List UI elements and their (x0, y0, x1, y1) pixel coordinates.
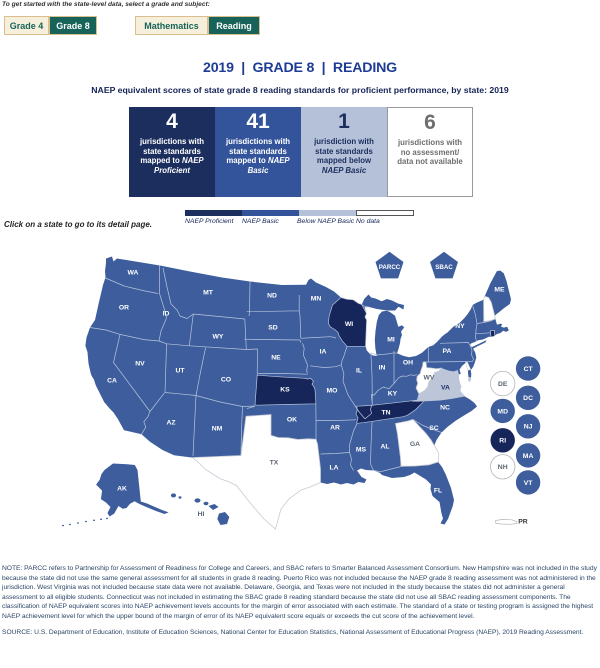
svg-text:LA: LA (329, 464, 338, 471)
svg-text:OK: OK (287, 416, 297, 423)
svg-text:WY: WY (213, 333, 224, 340)
svg-text:SD: SD (268, 324, 278, 331)
svg-text:OR: OR (119, 304, 129, 311)
svg-text:UT: UT (175, 367, 185, 374)
svg-text:PA: PA (443, 348, 452, 355)
svg-text:SC: SC (429, 425, 439, 432)
svg-text:VA: VA (441, 384, 450, 391)
svg-text:AK: AK (117, 485, 127, 492)
svg-text:WI: WI (345, 321, 353, 328)
svg-text:MN: MN (311, 295, 322, 302)
svg-text:DC: DC (523, 395, 533, 402)
svg-text:GA: GA (410, 441, 420, 448)
svg-text:ND: ND (267, 292, 277, 299)
svg-text:VT: VT (524, 480, 534, 487)
svg-text:MA: MA (523, 453, 534, 460)
svg-text:CA: CA (107, 377, 117, 384)
svg-text:OH: OH (403, 359, 413, 366)
svg-text:CO: CO (221, 376, 231, 383)
svg-text:MO: MO (327, 387, 338, 394)
svg-text:HI: HI (198, 511, 205, 518)
svg-text:MT: MT (203, 289, 214, 296)
svg-text:NJ: NJ (524, 424, 533, 431)
svg-text:FL: FL (434, 487, 442, 494)
svg-text:KY: KY (388, 390, 398, 397)
svg-text:MS: MS (356, 446, 367, 453)
svg-text:WV: WV (424, 374, 435, 381)
svg-text:TN: TN (381, 409, 390, 416)
svg-text:CT: CT (524, 366, 534, 373)
svg-text:IN: IN (379, 364, 386, 371)
svg-text:WA: WA (128, 269, 139, 276)
svg-text:NH: NH (498, 464, 508, 471)
svg-text:NV: NV (135, 360, 145, 367)
svg-text:ID: ID (163, 310, 170, 317)
svg-text:NC: NC (440, 404, 450, 411)
svg-text:RI: RI (499, 438, 506, 445)
svg-text:MI: MI (387, 336, 395, 343)
svg-text:IA: IA (320, 348, 327, 355)
svg-text:KS: KS (280, 386, 290, 393)
svg-text:NE: NE (271, 354, 281, 361)
svg-text:MD: MD (497, 408, 508, 415)
svg-text:TX: TX (270, 459, 279, 466)
svg-text:AL: AL (380, 443, 389, 450)
svg-text:DE: DE (498, 381, 508, 388)
svg-text:NY: NY (455, 323, 465, 330)
svg-text:AR: AR (330, 424, 340, 431)
svg-text:PARCC: PARCC (379, 264, 401, 271)
svg-text:NM: NM (212, 425, 223, 432)
svg-text:ME: ME (494, 286, 505, 293)
svg-text:AZ: AZ (166, 419, 175, 426)
svg-text:PR: PR (518, 518, 528, 525)
svg-text:IL: IL (356, 367, 362, 374)
svg-text:SBAC: SBAC (435, 264, 453, 271)
